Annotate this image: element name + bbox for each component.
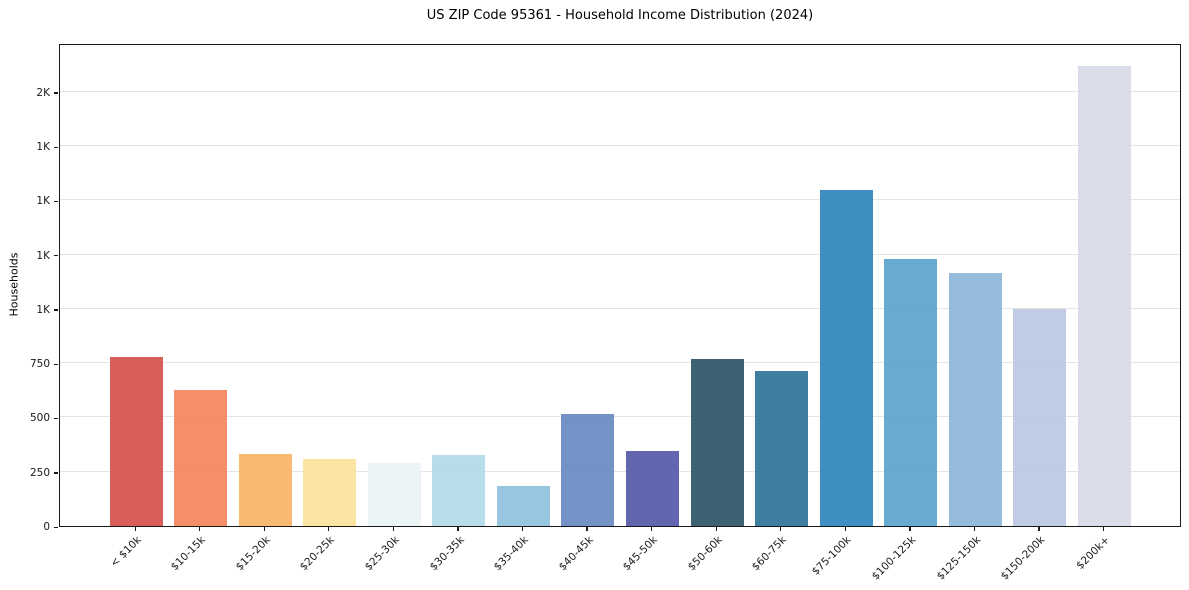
chart-title: US ZIP Code 95361 - Household Income Dis…: [426, 8, 814, 23]
xtick-mark-$35-40k: [521, 527, 524, 531]
bar-$20-25k: [303, 458, 357, 526]
gridline-y-250: [60, 470, 1180, 472]
xtick-mark-$200k+: [1103, 527, 1105, 531]
bar-$125-150k: [948, 273, 1002, 526]
bar-$40-45k: [561, 414, 615, 526]
gridline-y-1000: [60, 307, 1180, 309]
bar-$15-20k: [238, 454, 292, 526]
ytick-mark-0: [54, 526, 58, 528]
xtick-mark-$10-15k: [199, 527, 201, 531]
ytick-label-500: 500: [29, 412, 50, 425]
bar-$75-100k: [819, 189, 873, 526]
bar-$50-60k: [690, 358, 744, 526]
xtick-mark-$60-75k: [780, 527, 782, 531]
gridline-y-1500: [60, 199, 1180, 201]
ytick-mark-1500: [54, 200, 58, 203]
bar-$150-200k: [1013, 308, 1067, 526]
gridline-y-2000: [60, 90, 1180, 92]
bar-$30-35k: [432, 455, 486, 526]
plot-area: [59, 44, 1181, 527]
ytick-label-1750: 1K: [36, 141, 50, 154]
ytick-label-1000: 1K: [36, 303, 50, 316]
ytick-label-1250: 1K: [36, 249, 50, 262]
ytick-label-1500: 1K: [36, 195, 50, 208]
xtick-mark-$20-25k: [328, 527, 330, 531]
xtick-mark-$15-20k: [263, 527, 265, 531]
xtick-mark-$45-50k: [651, 527, 653, 531]
ytick-mark-2000: [54, 92, 58, 94]
bar-< $10k: [109, 356, 163, 526]
xtick-mark-$125-150k: [973, 527, 976, 531]
bar-$10-15k: [174, 390, 228, 526]
bar-$25-30k: [367, 463, 421, 526]
ytick-mark-250: [54, 472, 58, 474]
xtick-mark-$150-200k: [1038, 527, 1040, 531]
gridline-y-1750: [60, 145, 1180, 147]
ytick-mark-1250: [54, 255, 58, 257]
gridline-y-1250: [60, 253, 1180, 255]
xtick-mark-$100-125k: [909, 527, 911, 531]
ytick-mark-1000: [54, 309, 58, 311]
ytick-label-0: 0: [43, 521, 50, 533]
xtick-mark-$30-35k: [457, 527, 459, 531]
bar-$45-50k: [626, 451, 680, 526]
bar-$100-125k: [884, 259, 938, 526]
ytick-mark-1750: [54, 146, 58, 148]
xtick-mark-$25-30k: [392, 527, 395, 531]
bar-$60-75k: [755, 370, 809, 526]
xtick-mark-< $10k: [134, 527, 136, 531]
bar-$200k+: [1078, 65, 1131, 526]
gridline-y-750: [60, 362, 1180, 364]
gridline-y-500: [60, 416, 1180, 418]
xtick-mark-$50-60k: [715, 527, 717, 531]
ytick-mark-750: [54, 363, 58, 365]
ytick-label-2000: 2K: [36, 86, 50, 99]
xtick-mark-$40-45k: [586, 527, 588, 531]
bar-$35-40k: [496, 485, 550, 526]
ytick-label-250: 250: [29, 466, 50, 479]
xtick-mark-$75-100k: [844, 527, 847, 531]
ytick-mark-500: [54, 417, 58, 420]
ytick-label-750: 750: [29, 358, 50, 371]
